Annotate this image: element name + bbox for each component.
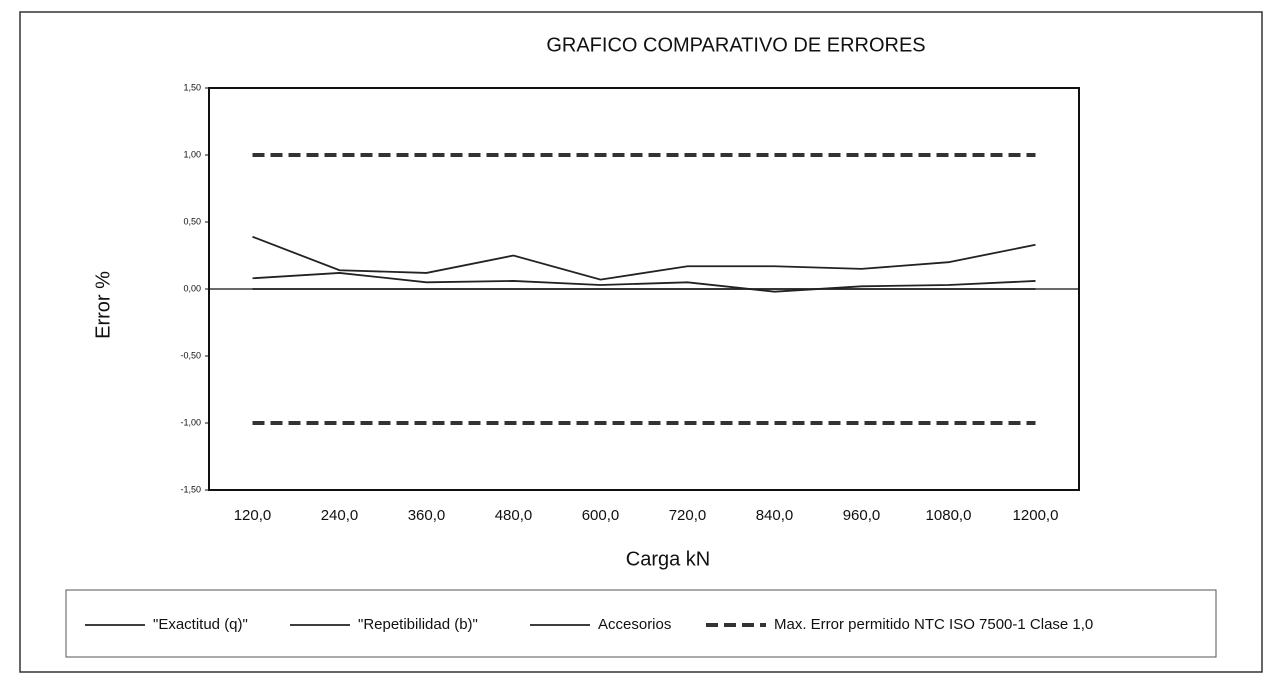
y-tick-label: 1,50 (183, 82, 201, 92)
frame (19, 11, 1263, 673)
y-tick-label: -1,00 (180, 417, 201, 427)
legend-box (65, 589, 1217, 658)
x-tick-label: 600,0 (582, 507, 620, 524)
x-tick-label: 360,0 (408, 507, 446, 524)
x-tick-label: 720,0 (669, 507, 707, 524)
x-tick-label: 240,0 (321, 507, 359, 524)
y-tick-label: 0,50 (183, 216, 201, 226)
series-line (252, 235, 1036, 281)
x-tick-label: 1080,0 (926, 507, 972, 524)
x-tick-label: 120,0 (234, 507, 272, 524)
y-tick-label: 0,00 (183, 283, 201, 293)
legend-label: "Exactitud (q)" (153, 616, 248, 633)
legend-label: Accesorios (598, 616, 671, 633)
x-tick-label: 840,0 (756, 507, 794, 524)
legend-label: "Repetibilidad (b)" (358, 616, 478, 633)
y-tick-label: 1,00 (183, 149, 201, 159)
x-axis-label: Carga kN (626, 548, 710, 570)
y-tick-label: -0,50 (180, 350, 201, 360)
chart-title: GRAFICO COMPARATIVO DE ERRORES (546, 34, 925, 56)
y-tick-label: -1,50 (180, 484, 201, 494)
x-tick-label: 1200,0 (1013, 507, 1059, 524)
x-tick-label: 960,0 (843, 507, 881, 524)
legend-label: Max. Error permitido NTC ISO 7500-1 Clas… (774, 616, 1093, 633)
x-tick-label: 480,0 (495, 507, 533, 524)
series-line (252, 272, 1036, 293)
y-axis-label: Error % (92, 271, 114, 339)
